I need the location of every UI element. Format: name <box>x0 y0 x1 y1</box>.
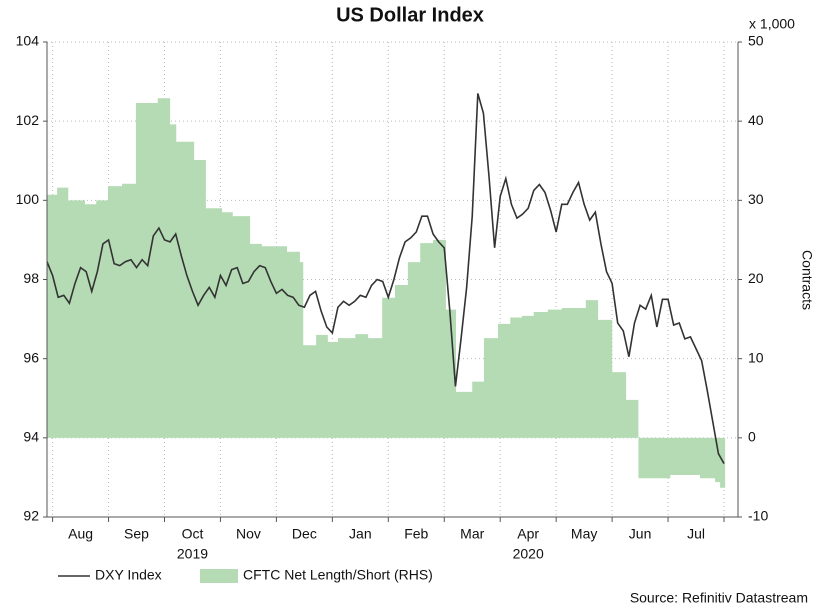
x-tick-label: Jun <box>629 526 652 542</box>
x-tick-label: Jan <box>349 526 372 542</box>
y2-tick-label: 50 <box>748 33 764 49</box>
area <box>47 98 726 488</box>
x-tick-label: May <box>571 526 597 542</box>
y-tick-label: 104 <box>16 33 40 49</box>
y-tick-label: 94 <box>23 429 39 445</box>
x-tick-label: Sep <box>124 526 149 542</box>
y2-tick-label: 40 <box>748 112 764 128</box>
y2-tick-label: 30 <box>748 191 764 207</box>
y-tick-label: 98 <box>23 270 39 286</box>
legend-label: DXY Index <box>95 567 162 583</box>
x-tick-label: Mar <box>460 526 484 542</box>
y2-unit-label: x 1,000 <box>749 16 795 32</box>
x-tick-label: Nov <box>236 526 261 542</box>
y2-tick-label: -10 <box>748 508 768 524</box>
y-tick-label: 100 <box>16 191 40 207</box>
legend-label: CFTC Net Length/Short (RHS) <box>243 567 433 583</box>
x-tick-label: Aug <box>68 526 93 542</box>
y-tick-label: 92 <box>23 508 39 524</box>
source-note: Source: Refinitiv Datastream <box>630 590 808 606</box>
x-group-label: 2019 <box>177 546 208 562</box>
x-tick-label: Oct <box>182 526 204 542</box>
chart-title: US Dollar Index <box>336 4 484 26</box>
y2-tick-label: 20 <box>748 270 764 286</box>
y2-tick-label: 10 <box>748 349 764 365</box>
x-group-label: 2020 <box>513 546 544 562</box>
y2-axis-title: Contracts <box>799 250 815 310</box>
y2-tick-label: 0 <box>748 429 756 445</box>
legend-swatch <box>200 569 238 583</box>
x-tick-label: Apr <box>517 526 539 542</box>
x-tick-label: Jul <box>687 526 705 542</box>
x-tick-label: Dec <box>292 526 317 542</box>
y-tick-label: 102 <box>16 112 40 128</box>
line <box>46 93 725 464</box>
x-tick-label: Feb <box>404 526 428 542</box>
y-tick-label: 96 <box>23 349 39 365</box>
